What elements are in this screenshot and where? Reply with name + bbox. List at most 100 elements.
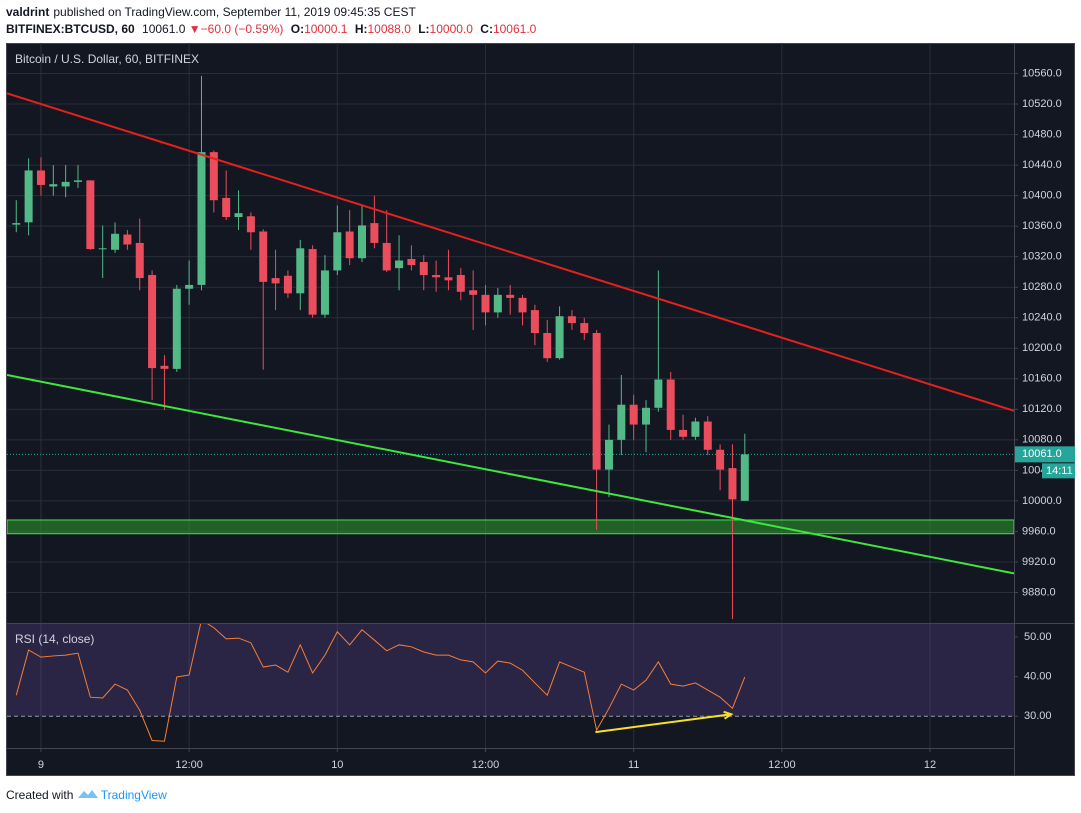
y-tick-label: 9920.0 (1022, 556, 1056, 568)
candle-body (74, 180, 83, 182)
change: −60.0 (−0.59%) (200, 22, 284, 36)
candle-body (555, 316, 564, 359)
candle-body (506, 294, 515, 298)
x-tick-label: 11 (628, 759, 639, 771)
candle-body (24, 170, 33, 223)
candle-body (185, 284, 194, 289)
publish-line: valdrint published on TradingView.com, Se… (6, 5, 416, 19)
open: 10000.1 (304, 22, 348, 36)
created-with: Created with (6, 788, 74, 802)
candle-body (666, 379, 675, 430)
candle-body (530, 310, 539, 333)
candle-body (432, 275, 441, 278)
candle-body (36, 170, 45, 185)
x-tick-label: 12:00 (175, 759, 203, 771)
candle-body (604, 439, 613, 470)
candle-body (12, 223, 21, 225)
rsi-title: RSI (14, close) (15, 632, 94, 646)
candle-body (567, 316, 576, 324)
candle-body (222, 197, 231, 217)
close: 10061.0 (492, 22, 537, 36)
candle-body (691, 421, 700, 437)
axes: 9880.09920.09960.010000.010040.010080.01… (38, 67, 1075, 771)
logo (77, 790, 98, 798)
y-tick-label: 10560.0 (1022, 67, 1062, 79)
candle-body (370, 223, 379, 243)
candle-body (703, 421, 712, 450)
candle-body (296, 248, 305, 294)
support-zone (7, 519, 1014, 535)
rsi-tick-label: 40.00 (1024, 670, 1052, 682)
last-price-box (1015, 446, 1075, 463)
candle-body (160, 365, 169, 369)
candle-body (592, 333, 601, 470)
candle-body (654, 379, 663, 408)
y-tick-label: 10080.0 (1022, 434, 1062, 446)
candle-body (580, 323, 589, 333)
candle-body (728, 468, 737, 500)
candle-body (444, 277, 453, 281)
symbol: BITFINEX:BTCUSD, 60 (6, 22, 135, 36)
x-tick-label: 12 (924, 759, 936, 771)
candle-body (382, 242, 391, 271)
y-tick-label: 10120.0 (1022, 403, 1062, 415)
candle-body (407, 258, 416, 266)
high: 10088.0 (367, 22, 411, 36)
y-tick-label: 9960.0 (1022, 525, 1056, 537)
low: 10000.0 (429, 22, 473, 36)
candle-body (345, 231, 354, 259)
rsi-band (7, 624, 1014, 717)
arrow-head (723, 710, 734, 720)
candle-body (395, 260, 404, 269)
rsi-tick-label: 30.00 (1024, 710, 1052, 722)
candle-body (98, 248, 107, 250)
candle-body (629, 404, 638, 425)
candle-body (481, 294, 490, 313)
last-price-label: 10061.0 (1022, 448, 1062, 460)
candle-body (209, 152, 218, 201)
change-arrow: ▼ (188, 22, 201, 36)
trendline (7, 92, 1014, 412)
y-tick-label: 10400.0 (1022, 190, 1062, 202)
low-label: L: (418, 22, 430, 36)
published: published on TradingView.com, September … (53, 5, 416, 19)
candle-body (246, 216, 255, 233)
brand[interactable]: TradingView (100, 788, 167, 802)
footer: Created with TradingView (6, 787, 167, 802)
candle-body (642, 407, 651, 425)
y-tick-label: 10520.0 (1022, 98, 1062, 110)
x-tick-label: 10 (331, 759, 343, 771)
chart-title: Bitcoin / U.S. Dollar, 60, BITFINEX (15, 52, 199, 66)
y-tick-label: 10280.0 (1022, 281, 1062, 293)
candle-body (86, 180, 95, 250)
candle-body (320, 270, 329, 315)
candle-body (135, 242, 144, 279)
candle-body (308, 249, 317, 315)
candle-body (197, 152, 206, 285)
candle-body (456, 275, 465, 292)
y-tick-label: 10320.0 (1022, 251, 1062, 263)
y-tick-label: 10240.0 (1022, 312, 1062, 324)
close-label: C: (480, 22, 493, 36)
candle-body (617, 404, 626, 440)
candle-body (518, 297, 527, 313)
candle-body (358, 225, 367, 259)
candle-body (259, 231, 268, 282)
countdown-box (1042, 463, 1075, 479)
candle-body (111, 233, 120, 250)
y-tick-label: 10000.0 (1022, 495, 1062, 507)
candle-body (123, 234, 132, 245)
candle-body (333, 232, 342, 271)
candle-body (679, 429, 688, 437)
rsi-line (15, 624, 746, 742)
author[interactable]: valdrint (6, 5, 50, 19)
y-tick-label: 10440.0 (1022, 159, 1062, 171)
y-tick-label: 10160.0 (1022, 373, 1062, 385)
x-tick-label: 12:00 (472, 759, 500, 771)
candle-body (271, 278, 280, 284)
y-tick-label: 10200.0 (1022, 342, 1062, 354)
x-tick-label: 9 (38, 759, 44, 771)
divergence-arrow (595, 713, 732, 734)
